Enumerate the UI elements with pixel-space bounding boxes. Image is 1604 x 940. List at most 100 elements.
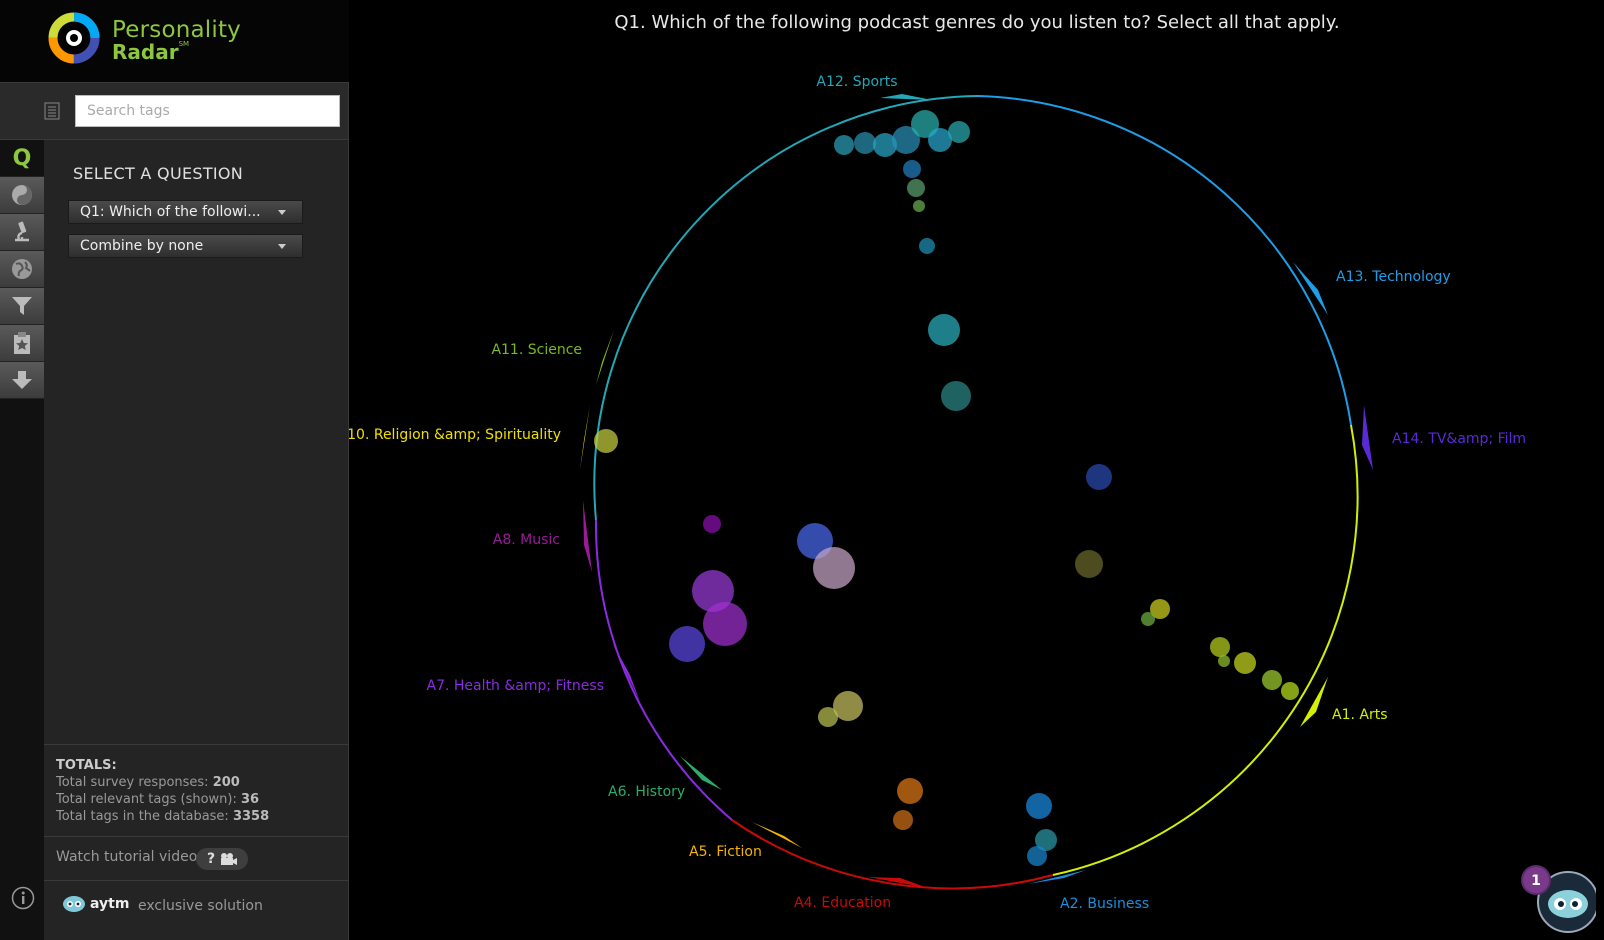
marker-a13 (1293, 262, 1328, 315)
totals-relevant: Total relevant tags (shown): 36 (56, 792, 260, 807)
radar-logo-icon (48, 12, 100, 64)
tag-bubble[interactable] (1234, 652, 1256, 674)
tool-questions[interactable]: Q (0, 140, 44, 177)
notification-count: 1 (1531, 873, 1541, 889)
tag-bubble[interactable] (913, 200, 925, 212)
tag-bubble[interactable] (1035, 829, 1057, 851)
tag-bubble[interactable] (669, 626, 705, 662)
tag-bubble[interactable] (941, 381, 971, 411)
ring-arc-bottom (731, 819, 1054, 890)
aytm-mascot-icon (63, 896, 85, 912)
download-icon (12, 371, 32, 389)
answer-label-a10: A10. Religion &amp; Spirituality (349, 427, 561, 443)
answer-label-a7: A7. Health &amp; Fitness (427, 678, 604, 694)
answer-label-a12: A12. Sports (816, 74, 897, 90)
help-icon: ? (206, 851, 216, 867)
brand-tagline: exclusive solution (138, 898, 263, 914)
tag-bubble[interactable] (928, 128, 952, 152)
answer-label-a11: A11. Science (491, 342, 582, 358)
sidebar: Personality RadarSM Q (0, 0, 349, 940)
tag-bubble[interactable] (1281, 682, 1299, 700)
tag-bubble[interactable] (594, 429, 618, 453)
tool-geo[interactable] (0, 251, 44, 288)
tool-favorites[interactable] (0, 325, 44, 362)
tag-bubble[interactable] (892, 126, 920, 154)
yin-yang-icon (12, 185, 32, 205)
tag-bubble[interactable] (1027, 846, 1047, 866)
tag-bubble[interactable] (919, 238, 935, 254)
tag-bubble[interactable] (703, 515, 721, 533)
tag-bubble[interactable] (1262, 670, 1282, 690)
answer-label-a8: A8. Music (493, 532, 560, 548)
question-select[interactable]: Q1: Which of the followi... (68, 200, 303, 224)
marker-a11 (596, 330, 614, 385)
tag-bubble[interactable] (948, 121, 970, 143)
marker-a14 (1362, 405, 1373, 470)
combine-select[interactable]: Combine by none (68, 234, 303, 258)
filter-icon (12, 297, 32, 315)
tag-bubble[interactable] (1141, 612, 1155, 626)
tag-bubble[interactable] (818, 707, 838, 727)
tag-bubble[interactable] (1086, 464, 1112, 490)
tutorial-video-button[interactable]: ? (196, 848, 248, 870)
brand-row: aytm exclusive solution (44, 880, 348, 940)
tag-bubble[interactable] (692, 570, 734, 612)
microscope-icon (15, 221, 29, 242)
marker-a6 (680, 756, 722, 790)
tag-bubble[interactable] (703, 602, 747, 646)
tool-personality[interactable] (0, 177, 44, 214)
combine-select-value: Combine by none (80, 238, 204, 254)
tag-bubble[interactable] (1210, 637, 1230, 657)
clipboard-star-icon (14, 332, 30, 354)
answer-label-a5: A5. Fiction (689, 844, 762, 860)
list-icon[interactable] (44, 102, 60, 120)
marker-a10 (580, 405, 590, 470)
ring-arc-top-left (593, 95, 979, 521)
tag-bubble[interactable] (907, 179, 925, 197)
tool-analysis[interactable] (0, 214, 44, 251)
tag-bubble[interactable] (897, 778, 923, 804)
tag-bubble[interactable] (1026, 793, 1052, 819)
logo-text-personality: Personality (112, 17, 241, 43)
totals-panel: TOTALS: Total survey responses: 200 Tota… (44, 744, 348, 836)
radar-ring (593, 95, 1359, 890)
tutorial-row: Watch tutorial video ? (44, 836, 348, 880)
totals-responses: Total survey responses: 200 (56, 775, 240, 790)
answer-label-a1: A1. Arts (1332, 707, 1388, 723)
chat-widget-button[interactable]: 1 (1516, 856, 1596, 936)
info-icon[interactable] (11, 886, 35, 910)
marker-a7 (612, 642, 640, 702)
answer-markers (580, 94, 1373, 888)
tag-bubble[interactable] (834, 135, 854, 155)
tool-download[interactable] (0, 362, 44, 399)
tag-bubble[interactable] (911, 110, 939, 138)
tag-bubble[interactable] (928, 314, 960, 346)
ring-arc-right (1052, 424, 1359, 876)
search-bar (0, 83, 348, 140)
tag-bubble[interactable] (833, 691, 863, 721)
question-select-value: Q1: Which of the followi... (80, 204, 261, 220)
totals-database: Total tags in the database: 3358 (56, 809, 270, 824)
ring-arc-bottom-left (594, 519, 733, 821)
logo: Personality RadarSM (0, 0, 349, 83)
tag-bubbles (594, 110, 1299, 866)
tag-bubble[interactable] (903, 160, 921, 178)
tag-bubble[interactable] (893, 810, 913, 830)
answer-label-a14: A14. TV&amp; Film (1392, 431, 1526, 447)
tag-bubble[interactable] (1075, 550, 1103, 578)
tag-bubble[interactable] (813, 547, 855, 589)
answer-label-a13: A13. Technology (1336, 269, 1451, 285)
personality-radar-chart: A12. Sports A13. Technology A14. TV&amp;… (349, 74, 1526, 912)
search-tags-input[interactable] (75, 95, 340, 127)
tool-strip: Q (0, 140, 44, 940)
tag-bubble[interactable] (1150, 599, 1170, 619)
tag-bubble[interactable] (873, 133, 897, 157)
tag-bubble[interactable] (1218, 655, 1230, 667)
marker-a5 (752, 822, 802, 848)
ring-arc-top-right (977, 95, 1352, 426)
tag-bubble[interactable] (854, 132, 876, 154)
tool-filter[interactable] (0, 288, 44, 325)
q-icon: Q (12, 145, 32, 171)
chevron-down-icon (278, 210, 286, 215)
marker-a1 (1300, 677, 1328, 727)
